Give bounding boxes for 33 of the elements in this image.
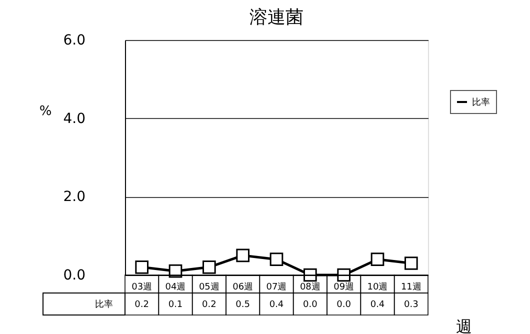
data-label: 0.4 xyxy=(269,300,284,310)
y-axis-title: % xyxy=(39,104,52,119)
x-tick-label: 06週 xyxy=(232,282,254,292)
point xyxy=(202,260,216,274)
point xyxy=(270,252,284,266)
x-tick-label: 10週 xyxy=(367,282,388,292)
x-tick-label: 04週 xyxy=(165,282,186,292)
data-label: 0.2 xyxy=(202,300,216,310)
chart-title: 溶連菌 xyxy=(250,7,304,28)
x-tick-label: 08週 xyxy=(300,282,320,292)
legend-label: 比率 xyxy=(472,97,490,108)
x-axis-title: 週 xyxy=(456,317,472,334)
data-label: 0.2 xyxy=(134,300,149,310)
data-label: 0.0 xyxy=(303,300,318,310)
x-tick-label: 03週 xyxy=(132,282,152,292)
point xyxy=(135,260,148,274)
x-tick-label: 09週 xyxy=(334,282,354,292)
point xyxy=(236,248,250,262)
data-label: 0.4 xyxy=(370,300,385,310)
data-label: 0.5 xyxy=(236,300,250,310)
y-tick-label: 4.0 xyxy=(63,110,86,127)
text: 比率 xyxy=(95,300,113,310)
data-label: 0.3 xyxy=(404,300,418,310)
point xyxy=(404,256,418,270)
x-tick-label: 05週 xyxy=(198,282,220,292)
y-tick-label: 0.0 xyxy=(63,268,86,284)
point xyxy=(370,252,384,266)
y-tick-label: 2.0 xyxy=(63,189,86,206)
y-tick-label: 6.0 xyxy=(63,32,86,48)
data-label: 0.0 xyxy=(336,300,352,310)
x-tick-label: 07週 xyxy=(266,282,287,292)
x-tick-label: 11週 xyxy=(400,282,422,292)
data-label: 0.1 xyxy=(168,300,183,310)
